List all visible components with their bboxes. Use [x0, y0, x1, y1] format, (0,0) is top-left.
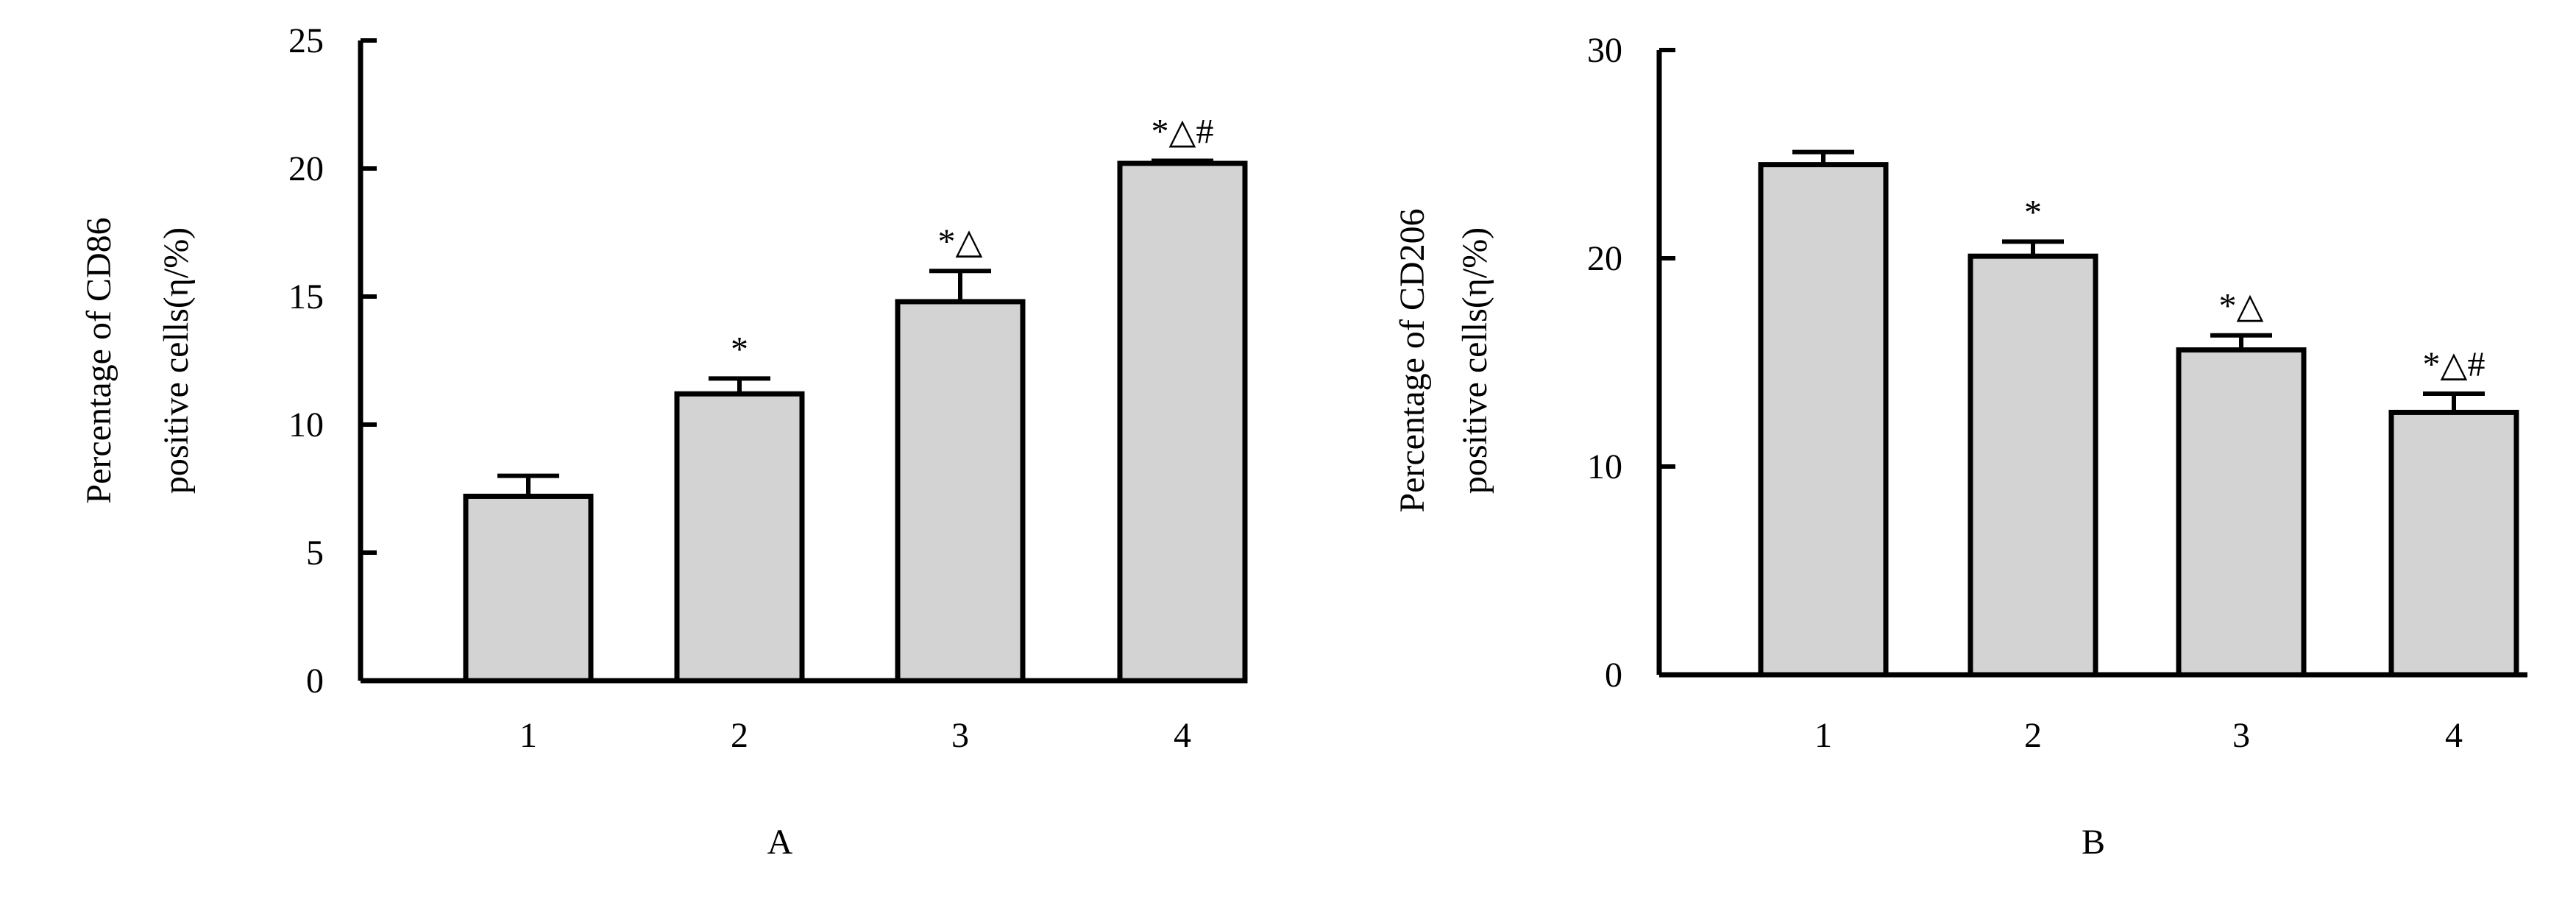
significance-label: *△ — [938, 222, 983, 261]
bar — [895, 299, 1026, 684]
y-axis-label: positive cells(η/%) — [1455, 227, 1494, 494]
x-tick-label: 1 — [1814, 716, 1832, 755]
y-tick-label: 20 — [1587, 239, 1622, 278]
significance-label: *△# — [2423, 345, 2485, 384]
bar — [1117, 160, 1248, 684]
bar — [2388, 409, 2519, 678]
y-tick-label: 0 — [306, 662, 324, 701]
panel-label: B — [2082, 823, 2105, 862]
y-tick-label: 10 — [1587, 447, 1622, 486]
bar — [674, 391, 805, 684]
x-tick-label: 4 — [1174, 716, 1191, 755]
x-tick-label: 3 — [951, 716, 969, 755]
y-tick-label: 15 — [288, 277, 324, 316]
y-tick-label: 0 — [1605, 656, 1622, 695]
bar — [2176, 347, 2307, 678]
y-axis-label: Percentage of CD86 — [79, 217, 118, 503]
bar — [463, 493, 594, 684]
chart-panel-A: 1 * 2 *△ 3 *△# 4 0 5 10 15 20 25 Percentage of CD86 po… — [79, 21, 1248, 862]
bar — [1968, 253, 2098, 678]
y-tick-label: 25 — [288, 21, 324, 60]
y-tick-label: 10 — [288, 405, 324, 444]
y-tick-label: 30 — [1587, 31, 1622, 70]
y-axis-label: positive cells(η/%) — [157, 227, 196, 494]
y-tick-label: 5 — [306, 533, 324, 572]
significance-label: *△ — [2219, 287, 2264, 326]
chart-panel-B: 1 * 2 *△ 3 *△# 4 0 10 20 30 Percentage of CD206 posi… — [1393, 31, 2527, 862]
bar — [1758, 162, 1889, 678]
y-tick-label: 20 — [288, 149, 324, 188]
x-tick-label: 2 — [2024, 716, 2042, 755]
y-axis-label: Percentage of CD206 — [1393, 208, 1432, 512]
x-tick-label: 4 — [2445, 716, 2463, 755]
significance-label: * — [2024, 193, 2042, 232]
panel-label: A — [767, 823, 793, 862]
x-tick-label: 2 — [731, 716, 748, 755]
significance-label: * — [731, 330, 748, 369]
x-tick-label: 1 — [519, 716, 537, 755]
x-tick-label: 3 — [2232, 716, 2250, 755]
significance-label: *△# — [1152, 113, 1214, 152]
